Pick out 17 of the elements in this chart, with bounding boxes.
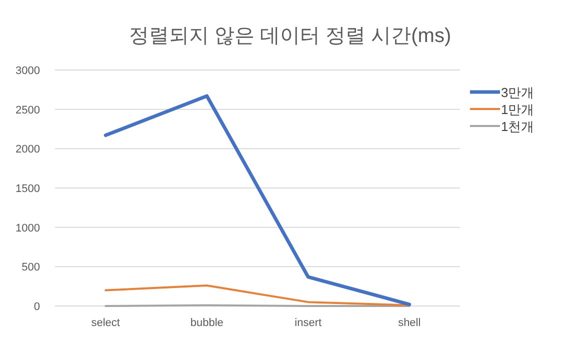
legend-label: 1만개 [501, 102, 534, 117]
y-tick-label: 2000 [16, 144, 40, 156]
y-tick-label: 500 [22, 262, 40, 274]
chart-title: 정렬되지 않은 데이터 정렬 시간(ms) [128, 25, 452, 47]
y-tick-label: 0 [34, 301, 40, 313]
legend-label: 3만개 [501, 85, 534, 100]
y-tick-label: 1500 [16, 183, 40, 195]
y-tick-label: 1000 [16, 222, 40, 234]
x-tick-label: shell [398, 317, 421, 329]
x-tick-label: insert [294, 317, 322, 329]
y-tick-label: 2500 [16, 104, 40, 116]
y-tick-label: 3000 [16, 65, 40, 77]
line-series [104, 94, 412, 306]
legend-label: 1천개 [501, 119, 534, 134]
x-tick-label: select [91, 317, 120, 329]
line-series [104, 284, 410, 306]
x-tick-label: bubble [190, 317, 224, 329]
